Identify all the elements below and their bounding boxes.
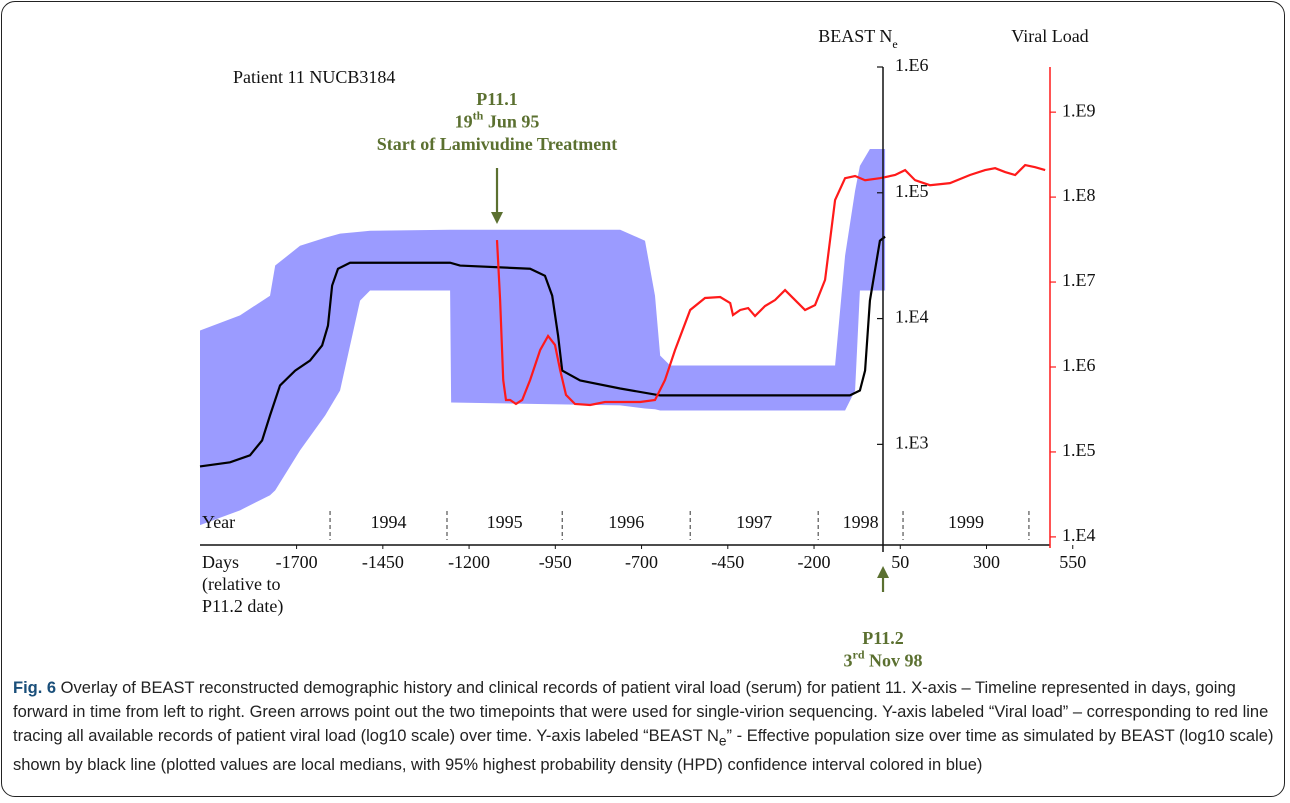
figure-label: Fig. 6 [13, 679, 57, 697]
annotation-text: P11.1 [476, 89, 518, 109]
y2-tick-label: 1.E6 [1062, 355, 1096, 375]
x-tick-label: -700 [625, 552, 658, 572]
superscript: th [473, 108, 484, 122]
hpd-band [200, 148, 886, 526]
y2-tick-label: 1.E7 [1062, 270, 1096, 290]
chart-title: Patient 11 NUCB3184 [233, 67, 395, 87]
y-tick-label: 1.E6 [895, 55, 929, 75]
text-part: P11.1 [476, 89, 518, 109]
arrow-head [877, 566, 890, 578]
y2-tick-label: 1.E8 [1062, 185, 1096, 205]
year: 1999 [948, 512, 984, 532]
x-axis-label: Days [202, 552, 239, 572]
x-tick-label: -1450 [362, 552, 404, 572]
x-tick-label: 50 [891, 552, 909, 572]
year: 1997 [736, 512, 772, 532]
x-tick-label: -200 [798, 552, 831, 572]
ne-median-line [199, 235, 886, 468]
y-tick-label: 1.E5 [895, 181, 929, 201]
x-tick-label: -1700 [276, 552, 318, 572]
year: 1995 [487, 512, 523, 532]
year: 1996 [608, 512, 644, 532]
text-part: Start of Lamivudine Treatment [377, 134, 618, 154]
arrow-head [491, 212, 504, 224]
y-axis-label: BEAST Ne [818, 26, 898, 51]
caption-text: Overlay of BEAST reconstructed demograph… [13, 679, 1269, 745]
text-part: 3 [844, 651, 853, 670]
y2-tick-label: 1.E4 [1062, 525, 1096, 545]
x-tick-label: -450 [711, 552, 744, 572]
x-tick-label: 300 [973, 552, 1000, 572]
annotation-text: Start of Lamivudine Treatment [377, 134, 618, 154]
y2-tick-label: 1.E9 [1062, 100, 1096, 120]
x-tick-label: -1200 [448, 552, 490, 572]
year-label: Year [202, 512, 235, 532]
text-part: BEAST N [818, 26, 892, 46]
text-part: P11.2 [862, 628, 904, 648]
y2-axis-label: Viral Load [1011, 26, 1088, 46]
y-tick-label: 1.E4 [895, 307, 929, 327]
x-tick-label: 550 [1059, 552, 1086, 572]
viral-load-line [495, 163, 1046, 407]
year: 1994 [371, 512, 407, 532]
x-axis-label: P11.2 date) [202, 596, 283, 617]
text-part: 19 [455, 112, 473, 132]
subscript: e [892, 37, 897, 51]
chart: 1.E3 1.E4 1.E5 1.E6 1.E4 1.E5 1.E6 1.E7 1.E8 1.E9… [199, 26, 1096, 670]
annotation-text: P11.2 [862, 628, 904, 648]
text-part: Nov 98 [865, 651, 923, 670]
text-part: Jun 95 [483, 112, 539, 132]
y-tick-label: 1.E3 [895, 432, 929, 452]
caption-text: ” - Effective population size over time … [13, 727, 1274, 775]
superscript: rd [853, 647, 865, 661]
annotation-text: 3rd Nov 98 [844, 647, 923, 670]
year: 1998 [843, 512, 879, 532]
caption: Fig. 6 Overlay of BEAST reconstructed de… [13, 676, 1275, 777]
y2-tick-label: 1.E5 [1062, 440, 1096, 460]
x-tick-label: -950 [539, 552, 572, 572]
x-axis-label: (relative to [202, 574, 280, 595]
annotation-text: 19th Jun 95 [455, 108, 540, 131]
subscript: e [718, 733, 727, 749]
